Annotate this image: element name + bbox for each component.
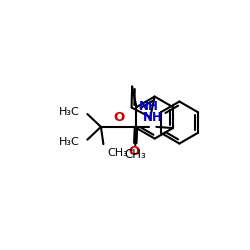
Text: O: O: [113, 111, 124, 124]
Text: O: O: [128, 146, 140, 158]
Text: H₃C: H₃C: [59, 106, 80, 117]
Text: NH: NH: [143, 111, 163, 124]
Text: H₃C: H₃C: [59, 137, 80, 147]
Text: CH₃: CH₃: [107, 148, 128, 158]
Text: CH₃: CH₃: [124, 148, 146, 161]
Text: NH: NH: [139, 100, 159, 113]
